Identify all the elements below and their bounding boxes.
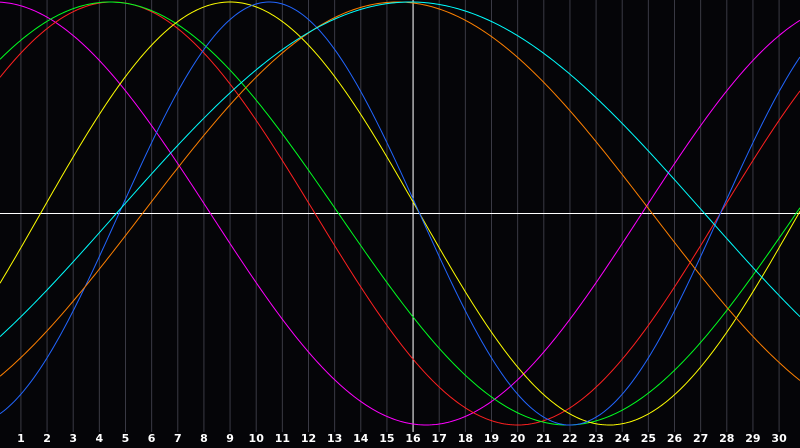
x-tick-label-26: 26: [667, 432, 683, 445]
series-line-6: [0, 1, 800, 381]
series-layer: [0, 1, 800, 426]
x-tick-label-23: 23: [588, 432, 603, 445]
series-line-4: [0, 1, 800, 426]
x-tick-label-3: 3: [69, 432, 77, 445]
x-tick-labels: 1 2 3 4 5 6 7 8 9 10 11 12 13 14 15 16 17 18 19 20 21 22 23 24 2…: [17, 432, 787, 445]
x-tick-label-6: 6: [148, 432, 156, 445]
grid-layer: [20, 0, 780, 432]
x-tick-label-2: 2: [43, 432, 51, 445]
x-tick-label-10: 10: [249, 432, 265, 445]
x-tick-label-25: 25: [641, 432, 656, 445]
axis-layer: [0, 0, 800, 432]
series-line-1: [0, 1, 800, 426]
x-tick-label-12: 12: [301, 432, 316, 445]
x-tick-label-9: 9: [226, 432, 234, 445]
x-tick-label-15: 15: [379, 432, 394, 445]
x-tick-label-5: 5: [122, 432, 130, 445]
x-tick-label-4: 4: [96, 432, 104, 445]
series-line-7: [0, 1, 800, 337]
series-line-3: [0, 1, 800, 426]
series-line-5: [0, 1, 800, 426]
x-tick-label-19: 19: [484, 432, 499, 445]
x-tick-label-27: 27: [693, 432, 708, 445]
x-tick-label-30: 30: [771, 432, 787, 445]
x-tick-label-18: 18: [458, 432, 473, 445]
x-tick-label-14: 14: [353, 432, 369, 445]
x-tick-label-29: 29: [745, 432, 760, 445]
x-tick-label-13: 13: [327, 432, 342, 445]
x-tick-label-22: 22: [562, 432, 577, 445]
x-tick-label-8: 8: [200, 432, 208, 445]
x-tick-label-21: 21: [536, 432, 551, 445]
x-tick-label-28: 28: [719, 432, 734, 445]
x-tick-label-1: 1: [17, 432, 25, 445]
x-tick-label-20: 20: [510, 432, 526, 445]
x-tick-label-17: 17: [432, 432, 447, 445]
x-tick-label-7: 7: [174, 432, 182, 445]
x-tick-label-11: 11: [275, 432, 290, 445]
x-tick-label-24: 24: [615, 432, 631, 445]
x-tick-label-16: 16: [405, 432, 421, 445]
